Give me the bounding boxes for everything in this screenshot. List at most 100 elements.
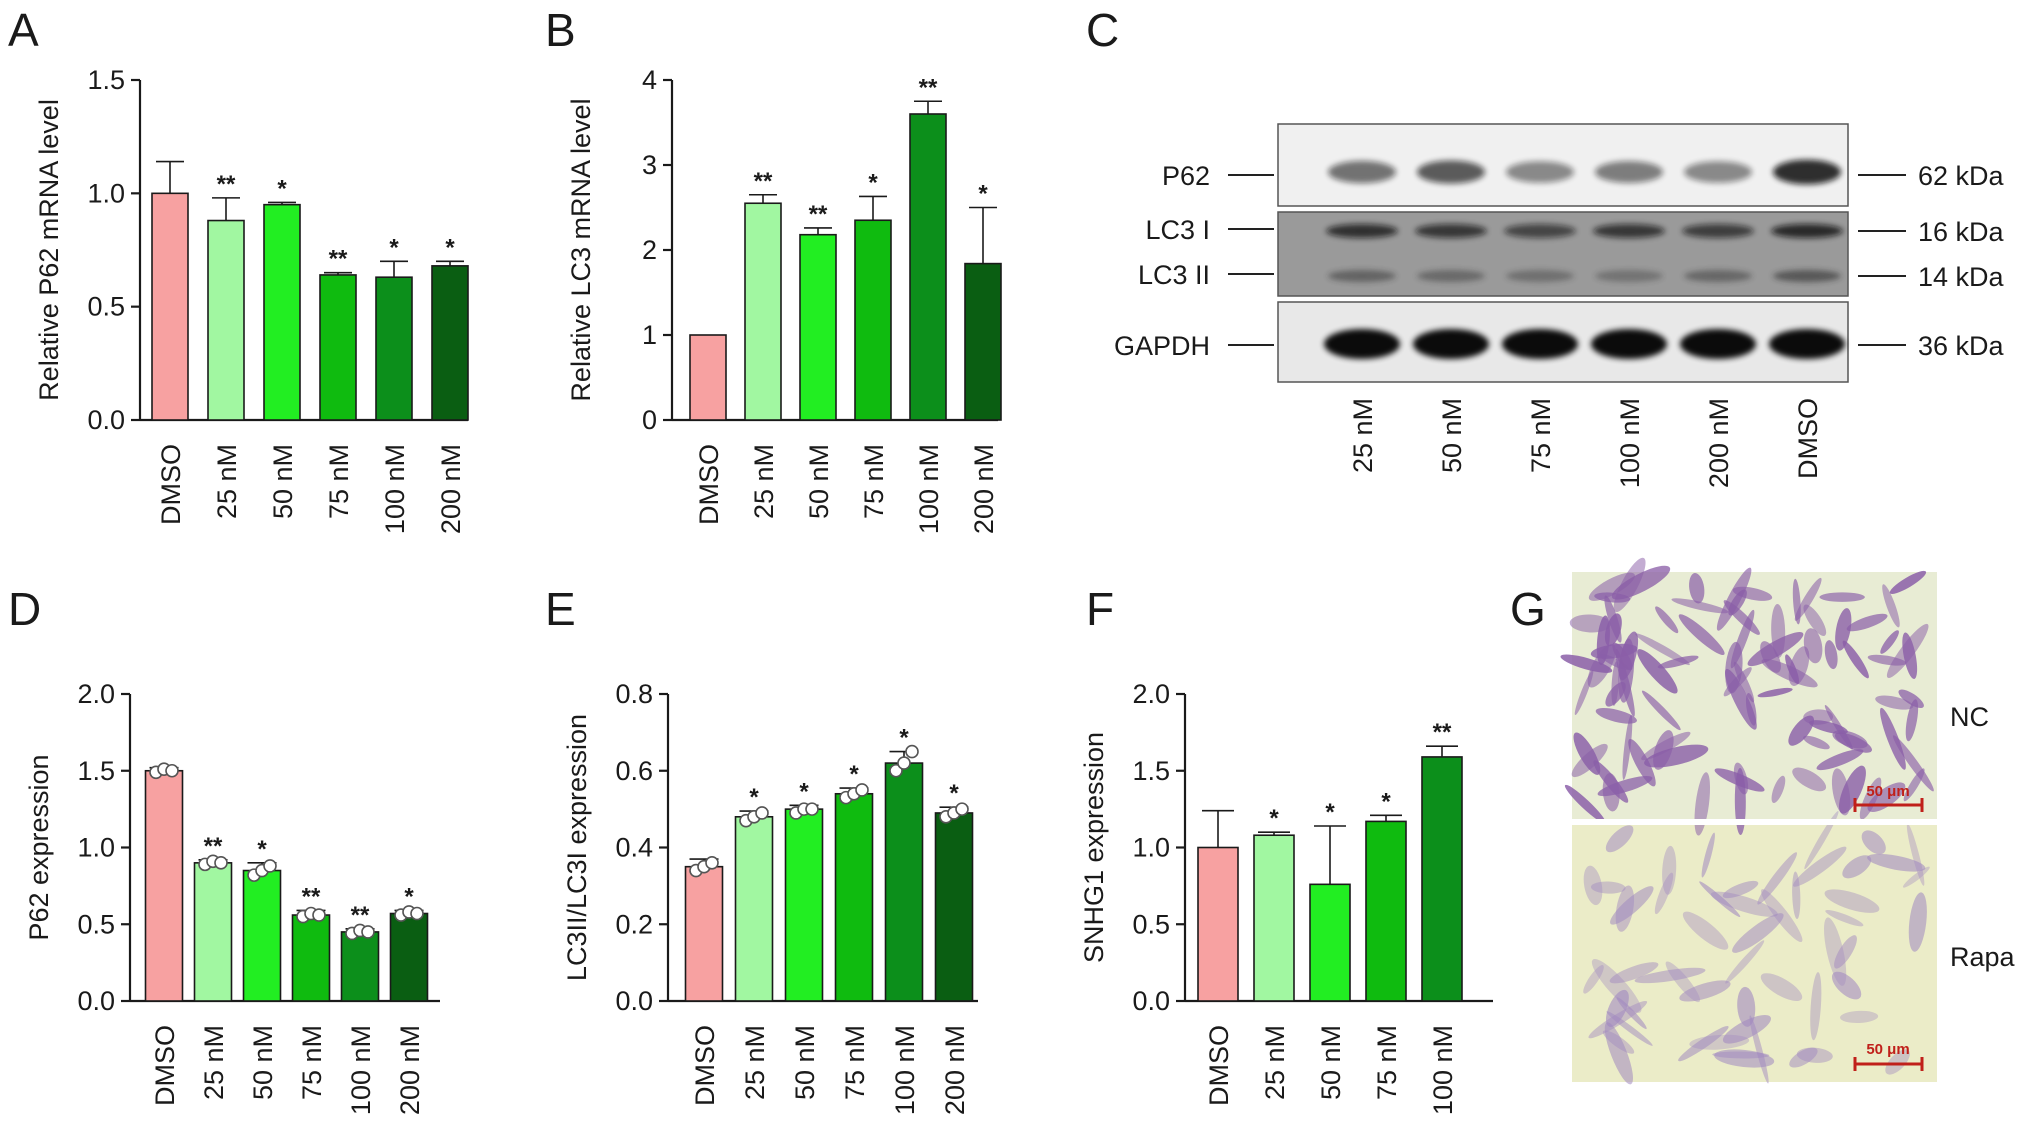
band-lc3i xyxy=(1326,224,1398,238)
category-label: DMSO xyxy=(1204,1025,1234,1106)
data-point xyxy=(905,744,919,759)
cell-shape xyxy=(1757,687,1793,698)
significance-marker: * xyxy=(389,234,399,261)
cell-shape xyxy=(1722,880,1759,899)
cell-shape xyxy=(1831,971,1862,1000)
data-point xyxy=(889,763,903,778)
cell-shape xyxy=(1637,649,1678,694)
band-p62 xyxy=(1595,161,1663,183)
band-lc3ii xyxy=(1684,270,1752,282)
cell-shape xyxy=(1875,695,1914,710)
bar-25-nm xyxy=(734,815,774,1002)
scale-label-nc: 50 μm xyxy=(1866,783,1909,800)
cell-shape xyxy=(1885,1049,1910,1075)
cell-shape xyxy=(1788,715,1815,746)
bar-100-nm xyxy=(375,276,413,421)
cell-shape xyxy=(1819,592,1865,602)
lane-label-1: 25 nM xyxy=(1348,398,1378,473)
cell-shape xyxy=(1595,707,1637,724)
cell-shape xyxy=(1861,830,1886,855)
significance-marker: * xyxy=(749,784,759,811)
category-label: 75 nM xyxy=(859,444,889,519)
y-axis-label: P62 expression xyxy=(24,754,54,940)
band-p62 xyxy=(1328,160,1396,184)
y-tick-label: 0.6 xyxy=(615,756,653,786)
bar-50-nm xyxy=(799,233,837,421)
bar-50-nm xyxy=(242,869,282,1002)
category-label: DMSO xyxy=(150,1025,180,1106)
cell-shape xyxy=(1892,735,1934,792)
category-label: 50 nM xyxy=(790,1025,820,1100)
category-label: 75 nM xyxy=(840,1025,870,1100)
panel-letter-e: E xyxy=(545,583,576,635)
cell-shape xyxy=(1842,855,1872,879)
cell-shape xyxy=(1760,973,1803,1002)
y-axis-label: Relative P62 mRNA level xyxy=(34,99,64,401)
y-tick-label: 0.4 xyxy=(615,833,653,863)
category-label: 200 nM xyxy=(969,444,999,534)
band-label-lc3ii: LC3 II xyxy=(1138,260,1210,290)
y-tick-label: 0.2 xyxy=(615,909,653,939)
cell-shape xyxy=(1641,731,1691,761)
significance-marker: ** xyxy=(204,833,223,860)
bar-75-nm xyxy=(291,914,331,1002)
lane-label-2: 50 nM xyxy=(1437,398,1467,473)
cell-shape xyxy=(1678,614,1725,656)
bar-25-nm xyxy=(744,202,782,421)
size-label-14kda: 14 kDa xyxy=(1918,262,2005,292)
cells-nc xyxy=(1560,557,1934,836)
cell-shape xyxy=(1590,881,1626,894)
band-label-gapdh: GAPDH xyxy=(1114,331,1210,361)
bar-50-nm xyxy=(263,203,301,421)
y-tick-label: 1.5 xyxy=(77,756,115,786)
cell-shape xyxy=(1679,980,1731,1002)
cell-shape xyxy=(1714,1049,1775,1068)
cell-shape xyxy=(1880,630,1899,654)
size-label-16kda: 16 kDa xyxy=(1918,217,2005,247)
cell-shape xyxy=(1761,889,1803,943)
y-tick-label: 3 xyxy=(642,150,657,180)
panel-letter-f: F xyxy=(1086,583,1114,635)
cell-shape xyxy=(1792,578,1801,625)
data-point xyxy=(361,925,375,939)
cell-shape xyxy=(1609,962,1659,984)
y-tick-label: 2.0 xyxy=(77,679,115,709)
bar-dmso xyxy=(689,334,727,421)
chart-p62-mrna: 0.0 0.5 1.0 1.5 Relative P62 mRNA level DMSO *… xyxy=(34,65,469,534)
y-tick-label: 2 xyxy=(642,235,657,265)
data-point xyxy=(410,906,424,921)
cell-shape xyxy=(1794,577,1822,621)
cell-shape xyxy=(1816,749,1864,771)
cell-shape xyxy=(1834,935,1857,969)
category-label: 100 nM xyxy=(914,444,944,534)
lane-label-6: DMSO xyxy=(1793,398,1823,479)
cell-shape xyxy=(1613,557,1646,613)
data-point xyxy=(805,802,819,816)
bar-25-nm xyxy=(207,219,245,421)
cell-shape xyxy=(1730,609,1755,669)
cell-shape xyxy=(1616,997,1647,1030)
cell-shape xyxy=(1825,910,1864,927)
bar-dmso xyxy=(144,769,184,1002)
data-point xyxy=(755,806,769,820)
bar-dmso xyxy=(684,865,724,1002)
bar-75-nm xyxy=(834,792,874,1002)
cell-shape xyxy=(1574,670,1594,716)
y-axis-label: LC3II/LC3I expression xyxy=(562,714,592,981)
cell-shape xyxy=(1597,775,1653,797)
western-blot: P62 LC3 I LC3 II GAPDH 62 kDa 16 kDa 14 … xyxy=(1114,123,2005,488)
cell-shape xyxy=(1628,738,1656,787)
cell-shape xyxy=(1747,632,1804,667)
cell-shape xyxy=(1604,1022,1633,1085)
cell-shape xyxy=(1725,668,1757,730)
category-label: DMSO xyxy=(156,444,186,525)
lane-label-4: 100 nM xyxy=(1615,398,1645,488)
band-p62 xyxy=(1684,161,1752,183)
data-point xyxy=(312,908,326,922)
micrograph-label-rapa: Rapa xyxy=(1950,942,2016,972)
cell-shape xyxy=(1903,768,1925,802)
band-gapdh xyxy=(1769,329,1845,359)
significance-marker: * xyxy=(799,778,809,805)
micrograph-panel: 50 μm 50 μm NC Rapa xyxy=(1560,557,2016,1085)
cell-shape xyxy=(1886,623,1929,679)
